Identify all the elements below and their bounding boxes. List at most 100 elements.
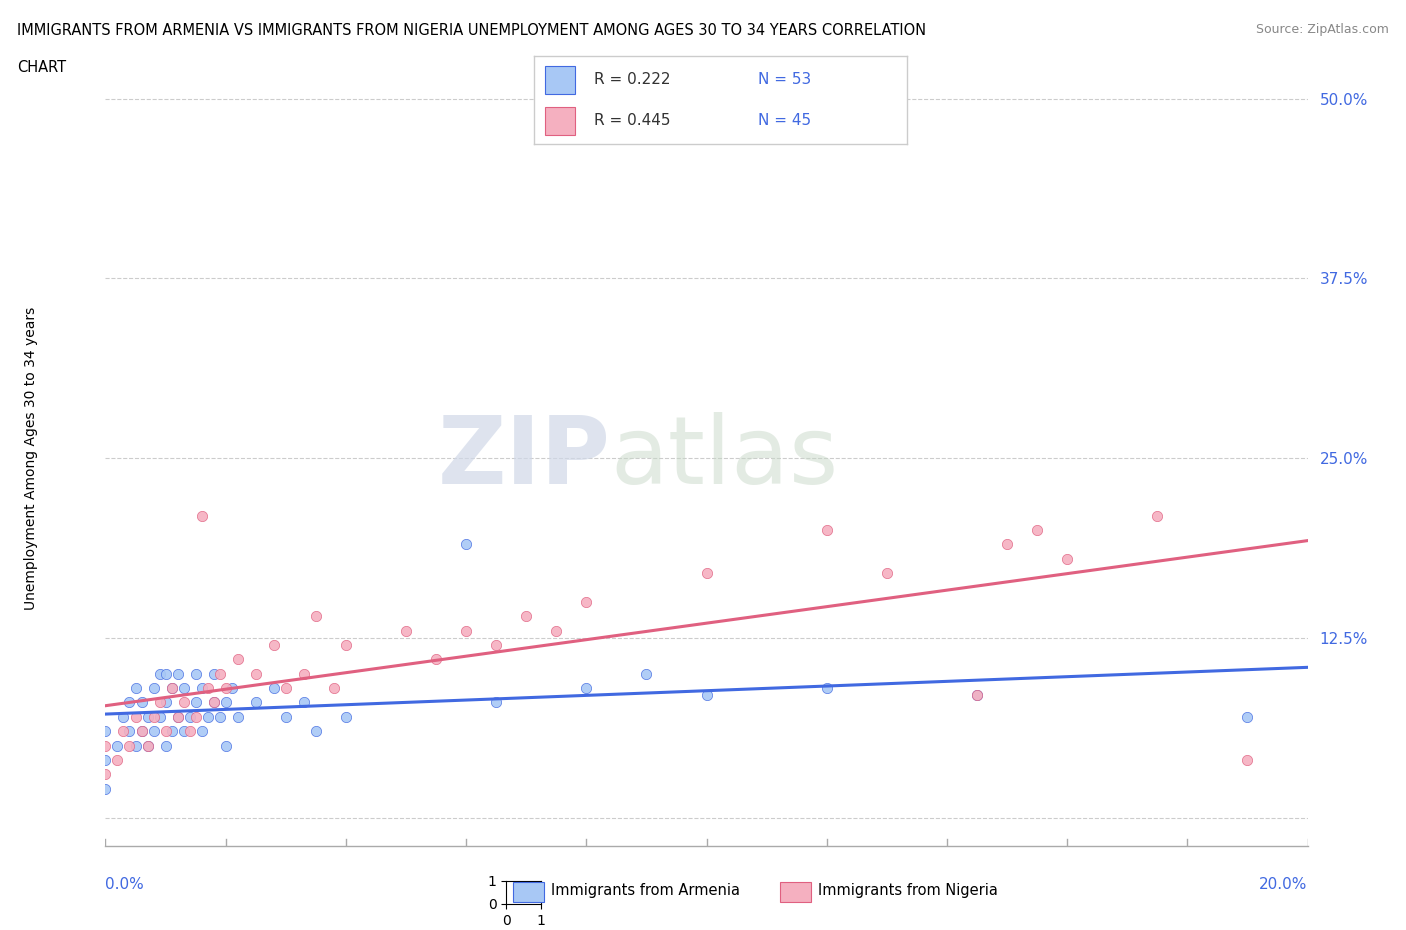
Point: [202, 666, 225, 681]
Point: [184, 666, 207, 681]
Point: [274, 710, 297, 724]
Point: [425, 652, 447, 667]
Text: Immigrants from Nigeria: Immigrants from Nigeria: [818, 884, 998, 898]
Point: [815, 523, 838, 538]
Point: [245, 695, 267, 710]
Point: [966, 688, 988, 703]
Point: [636, 666, 658, 681]
Point: [995, 537, 1018, 551]
Point: [166, 710, 188, 724]
Point: [876, 565, 898, 580]
Point: [112, 710, 135, 724]
Point: [245, 666, 267, 681]
Point: [184, 695, 207, 710]
Text: N = 45: N = 45: [758, 113, 811, 127]
Point: [322, 681, 344, 696]
Point: [136, 710, 159, 724]
Point: [136, 738, 159, 753]
Point: [118, 738, 141, 753]
Point: [221, 681, 243, 696]
Text: 0.0%: 0.0%: [105, 877, 145, 892]
Point: [263, 638, 285, 653]
Point: [160, 681, 183, 696]
Point: [1026, 523, 1049, 538]
Point: [515, 609, 537, 624]
Point: [485, 695, 508, 710]
Point: [148, 710, 170, 724]
Point: [696, 688, 718, 703]
Point: [190, 724, 212, 738]
Point: [546, 623, 568, 638]
Point: [226, 652, 249, 667]
Text: R = 0.222: R = 0.222: [593, 73, 671, 87]
Point: [305, 724, 328, 738]
Text: Source: ZipAtlas.com: Source: ZipAtlas.com: [1256, 23, 1389, 36]
Point: [274, 681, 297, 696]
Text: Unemployment Among Ages 30 to 34 years: Unemployment Among Ages 30 to 34 years: [24, 306, 38, 610]
Point: [184, 710, 207, 724]
Point: [454, 537, 477, 551]
Text: CHART: CHART: [17, 60, 66, 75]
Text: N = 53: N = 53: [758, 73, 811, 87]
Point: [173, 695, 195, 710]
Point: [179, 724, 201, 738]
Point: [202, 695, 225, 710]
Point: [1236, 752, 1258, 767]
Point: [292, 666, 315, 681]
Point: [292, 695, 315, 710]
Point: [335, 638, 357, 653]
Point: [190, 508, 212, 523]
Text: 20.0%: 20.0%: [1260, 877, 1308, 892]
Point: [142, 681, 165, 696]
Point: [155, 695, 177, 710]
Point: [118, 695, 141, 710]
Point: [815, 681, 838, 696]
Point: [131, 724, 153, 738]
Point: [214, 681, 236, 696]
Point: [197, 681, 219, 696]
Point: [107, 752, 129, 767]
Point: [148, 695, 170, 710]
Point: [166, 666, 188, 681]
Point: [208, 666, 231, 681]
Point: [214, 738, 236, 753]
Point: [966, 688, 988, 703]
Point: [124, 738, 146, 753]
Point: [124, 681, 146, 696]
Point: [112, 724, 135, 738]
Point: [214, 695, 236, 710]
Point: [148, 666, 170, 681]
Point: [94, 752, 117, 767]
Point: [173, 681, 195, 696]
Point: [166, 710, 188, 724]
Point: [1236, 710, 1258, 724]
Point: [173, 724, 195, 738]
Point: [160, 724, 183, 738]
Point: [395, 623, 418, 638]
Text: IMMIGRANTS FROM ARMENIA VS IMMIGRANTS FROM NIGERIA UNEMPLOYMENT AMONG AGES 30 TO: IMMIGRANTS FROM ARMENIA VS IMMIGRANTS FR…: [17, 23, 927, 38]
Point: [124, 710, 146, 724]
Point: [197, 710, 219, 724]
Point: [226, 710, 249, 724]
Point: [136, 738, 159, 753]
Point: [94, 724, 117, 738]
Point: [131, 724, 153, 738]
Point: [305, 609, 328, 624]
Point: [94, 781, 117, 796]
Point: [142, 724, 165, 738]
Point: [208, 710, 231, 724]
Bar: [546, 65, 575, 94]
Text: ZIP: ZIP: [437, 412, 610, 504]
Point: [485, 638, 508, 653]
Point: [155, 666, 177, 681]
Point: [190, 681, 212, 696]
Point: [179, 710, 201, 724]
Point: [575, 681, 598, 696]
Text: Immigrants from Armenia: Immigrants from Armenia: [551, 884, 740, 898]
Point: [94, 767, 117, 782]
Point: [131, 695, 153, 710]
Point: [155, 724, 177, 738]
Point: [575, 594, 598, 609]
Point: [263, 681, 285, 696]
Point: [1056, 551, 1078, 566]
